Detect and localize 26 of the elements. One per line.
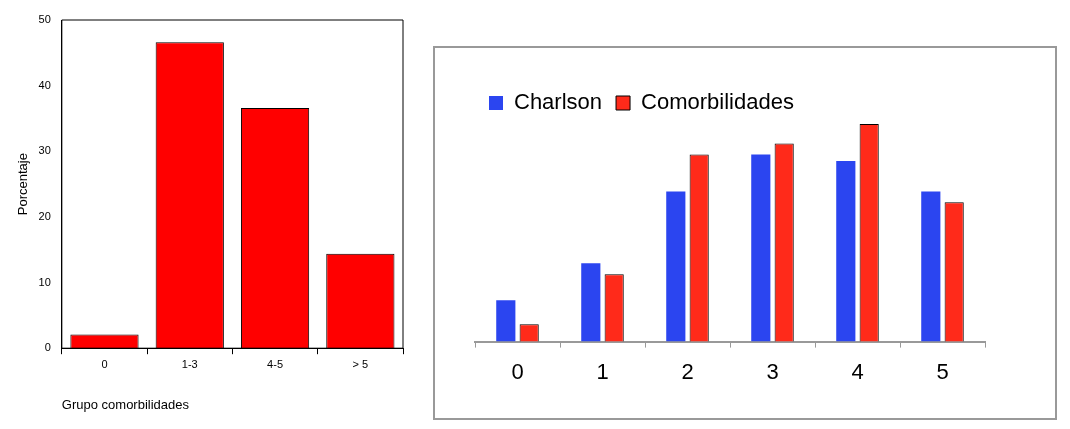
x-tick-label: 0	[101, 357, 108, 370]
bar	[836, 160, 856, 342]
legend-label: Charlson	[514, 89, 603, 115]
x-tick-label: 1-3	[181, 357, 198, 370]
x-tick-label: 3	[766, 358, 779, 384]
y-tick-label: 50	[38, 13, 51, 26]
y-axis-title: Porcentaje	[15, 153, 31, 216]
x-tick-label: 1	[596, 358, 609, 384]
bar	[751, 154, 771, 342]
x-tick-label: 5	[936, 358, 949, 384]
bar	[666, 191, 686, 342]
y-tick-label: 10	[38, 275, 51, 288]
y-tick-label: 0	[44, 341, 51, 354]
bar	[581, 263, 601, 342]
x-tick-label: 4	[851, 358, 864, 384]
y-tick-label: 40	[38, 78, 51, 91]
x-tick-label: 2	[681, 358, 694, 384]
bar	[496, 300, 516, 342]
x-tick-label: 0	[511, 358, 524, 384]
bar	[921, 191, 941, 342]
y-tick-label: 30	[38, 144, 51, 157]
legend-label: Comorbilidades	[641, 89, 794, 115]
y-tick-label: 20	[38, 209, 51, 222]
x-tick-label: > 5	[352, 357, 369, 370]
x-tick-label: 4-5	[267, 357, 284, 370]
x-axis-title: Grupo comorbilidades	[61, 396, 190, 412]
